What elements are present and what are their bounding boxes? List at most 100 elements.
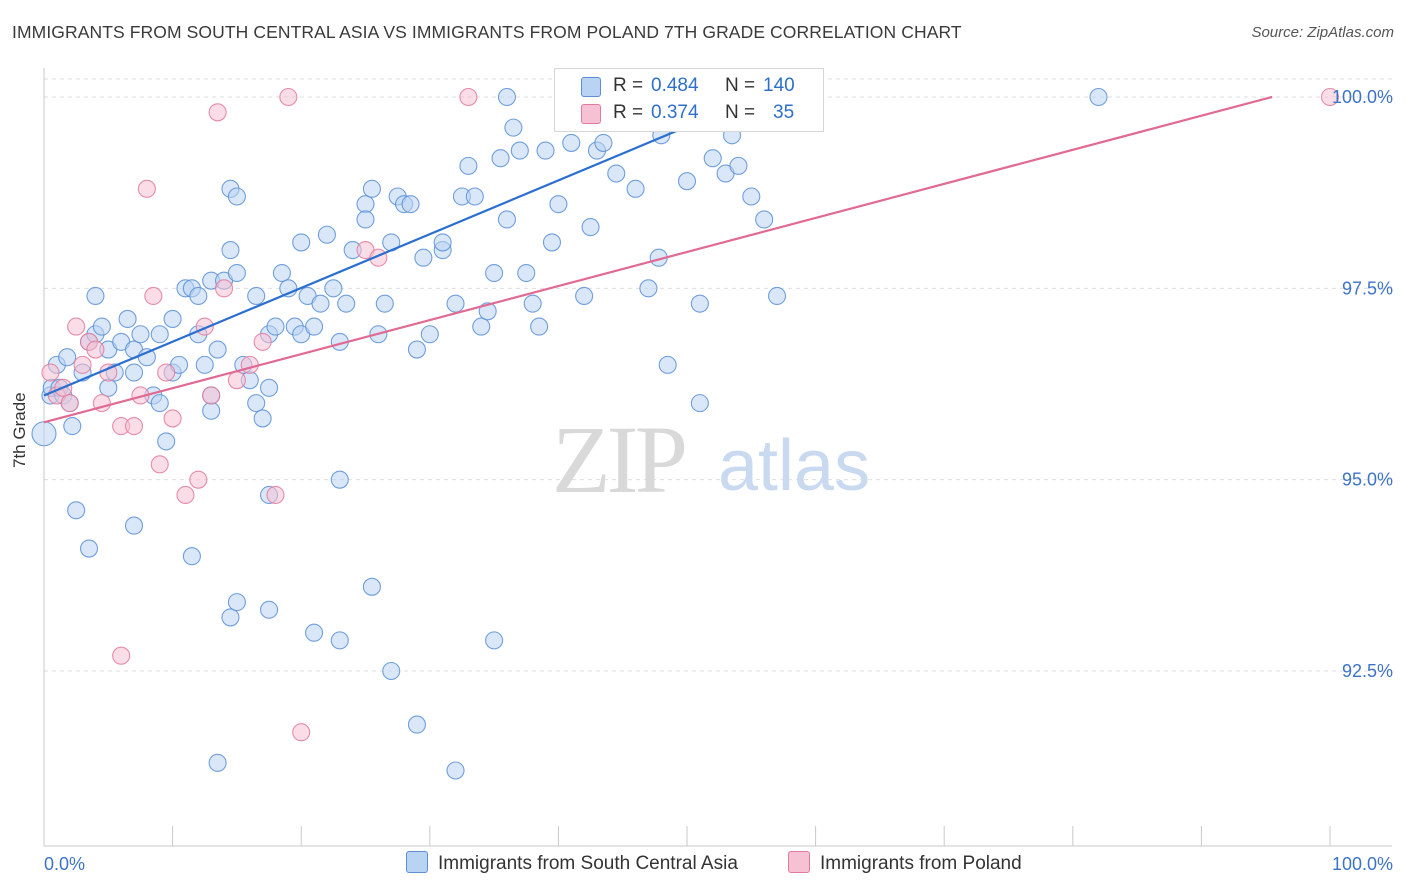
- data-point: [311, 294, 330, 313]
- data-point: [208, 103, 227, 122]
- data-point: [530, 317, 549, 336]
- data-point: [157, 363, 176, 382]
- data-point: [478, 302, 497, 321]
- data-point: [375, 294, 394, 313]
- data-point: [729, 156, 748, 175]
- data-point: [176, 485, 195, 505]
- series-poland-points: [41, 87, 1340, 742]
- data-point: [208, 340, 227, 359]
- data-point: [31, 421, 57, 447]
- data-point: [362, 577, 381, 596]
- data-point: [407, 340, 426, 359]
- data-point: [131, 325, 150, 344]
- data-point: [79, 539, 99, 558]
- trend-line-poland: [43, 95, 1273, 424]
- data-point: [150, 455, 169, 474]
- data-point: [446, 761, 465, 780]
- data-point: [208, 753, 227, 772]
- data-point: [272, 263, 291, 283]
- data-point: [472, 317, 491, 336]
- series-swatch-blue: [406, 851, 428, 873]
- data-point: [356, 210, 375, 229]
- legend-row-poland: R = 0.374 N = 35: [555, 99, 823, 127]
- data-point: [485, 631, 504, 650]
- data-point: [362, 179, 381, 198]
- data-point: [459, 156, 478, 175]
- data-point: [221, 608, 240, 627]
- legend-swatch-blue: [581, 77, 601, 97]
- chart-title: IMMIGRANTS FROM SOUTH CENTRAL ASIA VS IM…: [12, 22, 962, 42]
- data-point: [99, 378, 118, 397]
- data-point: [189, 286, 208, 306]
- data-point: [510, 141, 529, 160]
- trend-layer: [43, 95, 1273, 424]
- data-point: [253, 409, 272, 428]
- data-point: [227, 187, 246, 206]
- data-point: [497, 87, 517, 107]
- data-point: [639, 279, 658, 298]
- series-legend-south-central-asia: Immigrants from South Central Asia: [406, 851, 738, 877]
- data-point: [214, 279, 234, 298]
- data-point: [575, 286, 594, 306]
- data-point: [163, 409, 182, 428]
- data-point: [182, 547, 201, 566]
- data-point: [542, 233, 562, 252]
- data-point: [1320, 87, 1340, 107]
- data-point: [536, 141, 555, 160]
- data-point: [240, 355, 259, 374]
- data-point: [414, 248, 433, 267]
- data-point: [742, 187, 761, 206]
- data-point: [581, 218, 600, 237]
- data-point: [92, 317, 111, 336]
- data-point: [1089, 87, 1108, 107]
- data-point: [63, 417, 82, 436]
- data-point: [504, 118, 523, 137]
- data-point: [60, 394, 79, 413]
- series-name-poland: Immigrants from Poland: [820, 853, 1022, 874]
- data-point: [337, 294, 356, 313]
- trend-line-south-central-asia: [43, 95, 759, 397]
- data-point: [86, 340, 105, 359]
- y-tick-label: 100.0%: [1332, 87, 1393, 107]
- data-point: [118, 309, 137, 328]
- watermark: ZIP atlas: [552, 406, 870, 513]
- data-point: [227, 371, 246, 390]
- data-point: [253, 332, 272, 351]
- y-tick-label: 92.5%: [1342, 661, 1393, 681]
- data-point: [549, 195, 568, 214]
- data-point: [259, 600, 279, 619]
- data-point: [317, 225, 336, 244]
- legend-r-value: 0.484: [651, 75, 699, 96]
- series-legend-poland: Immigrants from Poland: [788, 851, 1022, 877]
- data-point: [690, 394, 709, 413]
- data-point: [266, 485, 285, 505]
- tick-labels: 92.5% 95.0% 97.5% 100.0% 0.0% 100.0%: [44, 87, 1393, 874]
- data-point: [124, 417, 144, 436]
- data-point: [292, 233, 311, 252]
- data-point: [202, 386, 221, 405]
- legend-row-south-central-asia: R = 0.484 N = 140: [555, 72, 823, 100]
- data-point: [67, 317, 86, 336]
- data-point: [150, 325, 169, 344]
- data-point: [305, 317, 324, 336]
- legend-n-value: 140: [763, 75, 795, 96]
- chart-source: Source: ZipAtlas.com: [1251, 24, 1394, 41]
- axes: [43, 68, 1392, 847]
- data-point: [446, 294, 465, 313]
- data-point: [195, 355, 214, 374]
- data-point: [562, 133, 581, 152]
- data-point: [247, 286, 266, 306]
- data-point: [189, 470, 208, 489]
- y-tick-label: 97.5%: [1342, 278, 1393, 298]
- data-point: [202, 401, 221, 420]
- legend-r-label: R =: [613, 102, 644, 123]
- data-point: [112, 646, 131, 665]
- points-layer: [31, 87, 1340, 780]
- data-point: [594, 133, 613, 152]
- data-point: [330, 631, 349, 650]
- stats-legend: R = 0.484 N = 140 R = 0.374 N = 35: [554, 68, 824, 132]
- data-point: [755, 210, 774, 229]
- legend-n-label: N =: [725, 102, 756, 123]
- data-point: [41, 363, 60, 382]
- y-tick-label: 95.0%: [1342, 470, 1393, 490]
